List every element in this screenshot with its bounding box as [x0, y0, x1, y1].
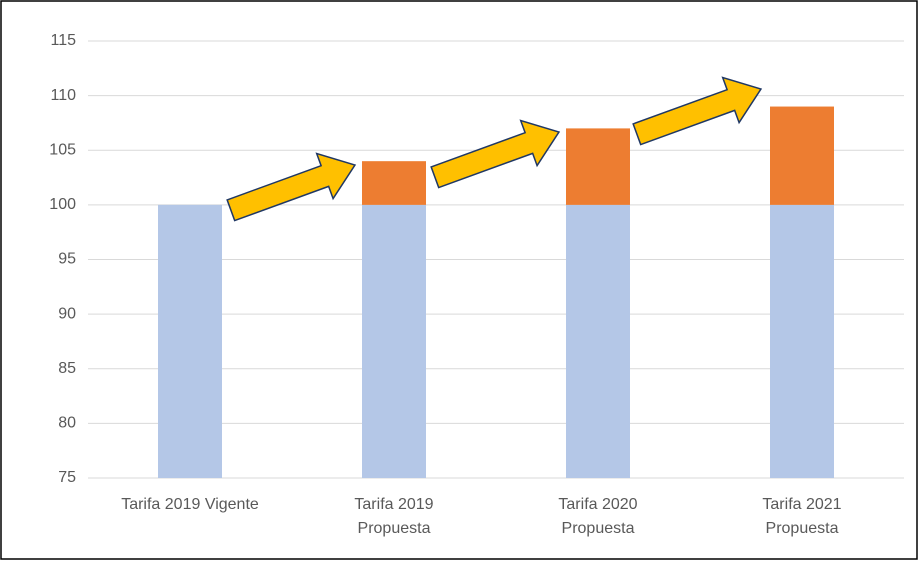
- bar-segment: [770, 106, 834, 205]
- arrow: [632, 76, 763, 146]
- bar-segment: [362, 204, 426, 478]
- arrow: [226, 152, 357, 222]
- y-tick-label: 100: [49, 196, 76, 213]
- y-tick-label: 90: [58, 305, 76, 322]
- x-tick-label: Propuesta: [358, 520, 431, 537]
- arrows: [226, 76, 763, 222]
- x-tick-label: Propuesta: [562, 520, 635, 537]
- arrow: [430, 119, 561, 189]
- bar-segment: [770, 204, 834, 478]
- x-tick-label: Tarifa 2021: [762, 496, 841, 513]
- y-tick-label: 95: [58, 251, 76, 268]
- x-tick-label: Tarifa 2019: [354, 496, 433, 513]
- x-tick-label: Propuesta: [766, 520, 839, 537]
- y-tick-label: 115: [50, 32, 76, 49]
- bar-segment: [566, 128, 630, 205]
- y-tick-label: 75: [58, 469, 76, 486]
- y-tick-label: 80: [58, 415, 76, 432]
- bar-segment: [566, 204, 630, 478]
- bar-segment: [362, 161, 426, 205]
- y-tick-label: 105: [49, 141, 76, 158]
- y-tick-label: 85: [58, 360, 76, 377]
- x-tick-label: Tarifa 2020: [558, 496, 637, 513]
- plot-area: 75 80 85 90 95 100 105 110 115 Tarifa 2019 Vigent…: [49, 32, 904, 537]
- y-tick-label: 110: [50, 87, 76, 104]
- bar-segment: [158, 204, 222, 478]
- x-tick-label: Tarifa 2019 Vigente: [121, 496, 259, 513]
